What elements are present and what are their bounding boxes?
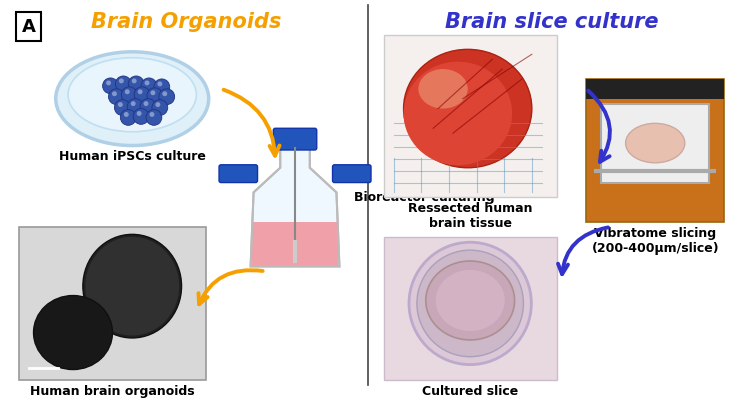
Ellipse shape	[68, 58, 196, 132]
Circle shape	[119, 78, 124, 83]
Ellipse shape	[426, 261, 514, 340]
Ellipse shape	[86, 237, 179, 336]
Circle shape	[124, 112, 128, 117]
Circle shape	[156, 102, 160, 107]
Ellipse shape	[435, 270, 505, 331]
Circle shape	[121, 87, 137, 103]
Circle shape	[118, 102, 123, 107]
Circle shape	[145, 80, 150, 85]
Text: A: A	[21, 18, 35, 36]
Circle shape	[151, 90, 156, 95]
Circle shape	[138, 89, 142, 94]
Circle shape	[141, 78, 157, 94]
Circle shape	[125, 89, 130, 94]
Bar	[586, 79, 724, 99]
Circle shape	[157, 82, 162, 86]
PathPatch shape	[251, 148, 339, 266]
Bar	[18, 227, 206, 380]
Circle shape	[154, 79, 170, 95]
FancyBboxPatch shape	[219, 165, 258, 182]
Ellipse shape	[626, 123, 685, 163]
Ellipse shape	[33, 296, 112, 370]
Ellipse shape	[418, 69, 468, 108]
Circle shape	[131, 78, 137, 83]
Circle shape	[133, 108, 149, 124]
Circle shape	[112, 91, 117, 96]
Bar	[384, 34, 556, 197]
FancyArrowPatch shape	[558, 228, 608, 274]
Circle shape	[128, 76, 144, 92]
Bar	[601, 104, 709, 182]
Circle shape	[417, 250, 523, 357]
Circle shape	[106, 80, 111, 85]
Circle shape	[134, 87, 150, 103]
Ellipse shape	[404, 62, 512, 165]
Circle shape	[137, 111, 142, 116]
FancyArrowPatch shape	[224, 90, 280, 156]
Circle shape	[103, 78, 118, 94]
Bar	[384, 237, 556, 380]
Ellipse shape	[56, 52, 209, 146]
Circle shape	[120, 110, 136, 125]
Text: Bioreactor culturing: Bioreactor culturing	[354, 191, 495, 204]
PathPatch shape	[252, 222, 339, 266]
Ellipse shape	[404, 49, 532, 168]
Circle shape	[162, 91, 168, 96]
Circle shape	[108, 89, 124, 104]
Circle shape	[146, 110, 162, 125]
Circle shape	[409, 242, 531, 365]
Circle shape	[115, 76, 131, 92]
Bar	[586, 79, 724, 222]
Ellipse shape	[83, 234, 182, 338]
Circle shape	[140, 99, 156, 114]
Circle shape	[144, 101, 148, 106]
Circle shape	[147, 88, 163, 104]
Circle shape	[127, 99, 143, 114]
Circle shape	[152, 100, 168, 116]
Text: Human brain organoids: Human brain organoids	[30, 385, 195, 398]
Text: Cultured slice: Cultured slice	[422, 385, 518, 398]
Text: Human iPSCs culture: Human iPSCs culture	[59, 150, 206, 163]
Circle shape	[150, 112, 154, 117]
FancyArrowPatch shape	[588, 91, 610, 162]
Circle shape	[159, 89, 175, 104]
Circle shape	[114, 100, 130, 116]
FancyBboxPatch shape	[273, 128, 317, 150]
Text: Ressected human
brain tissue: Ressected human brain tissue	[408, 202, 532, 230]
FancyBboxPatch shape	[333, 165, 371, 182]
Circle shape	[131, 101, 136, 106]
Text: Brain slice culture: Brain slice culture	[445, 12, 658, 32]
FancyArrowPatch shape	[199, 270, 263, 304]
Text: Brain Organoids: Brain Organoids	[92, 12, 282, 32]
Text: Vibratome slicing
(200-400μm/slice): Vibratome slicing (200-400μm/slice)	[591, 227, 719, 255]
